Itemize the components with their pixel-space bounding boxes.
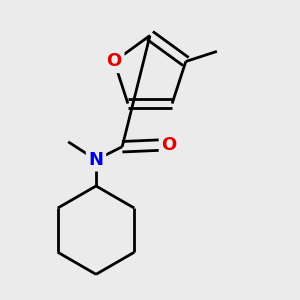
Text: O: O [106, 52, 122, 70]
Text: N: N [88, 151, 104, 169]
Text: O: O [161, 136, 177, 154]
